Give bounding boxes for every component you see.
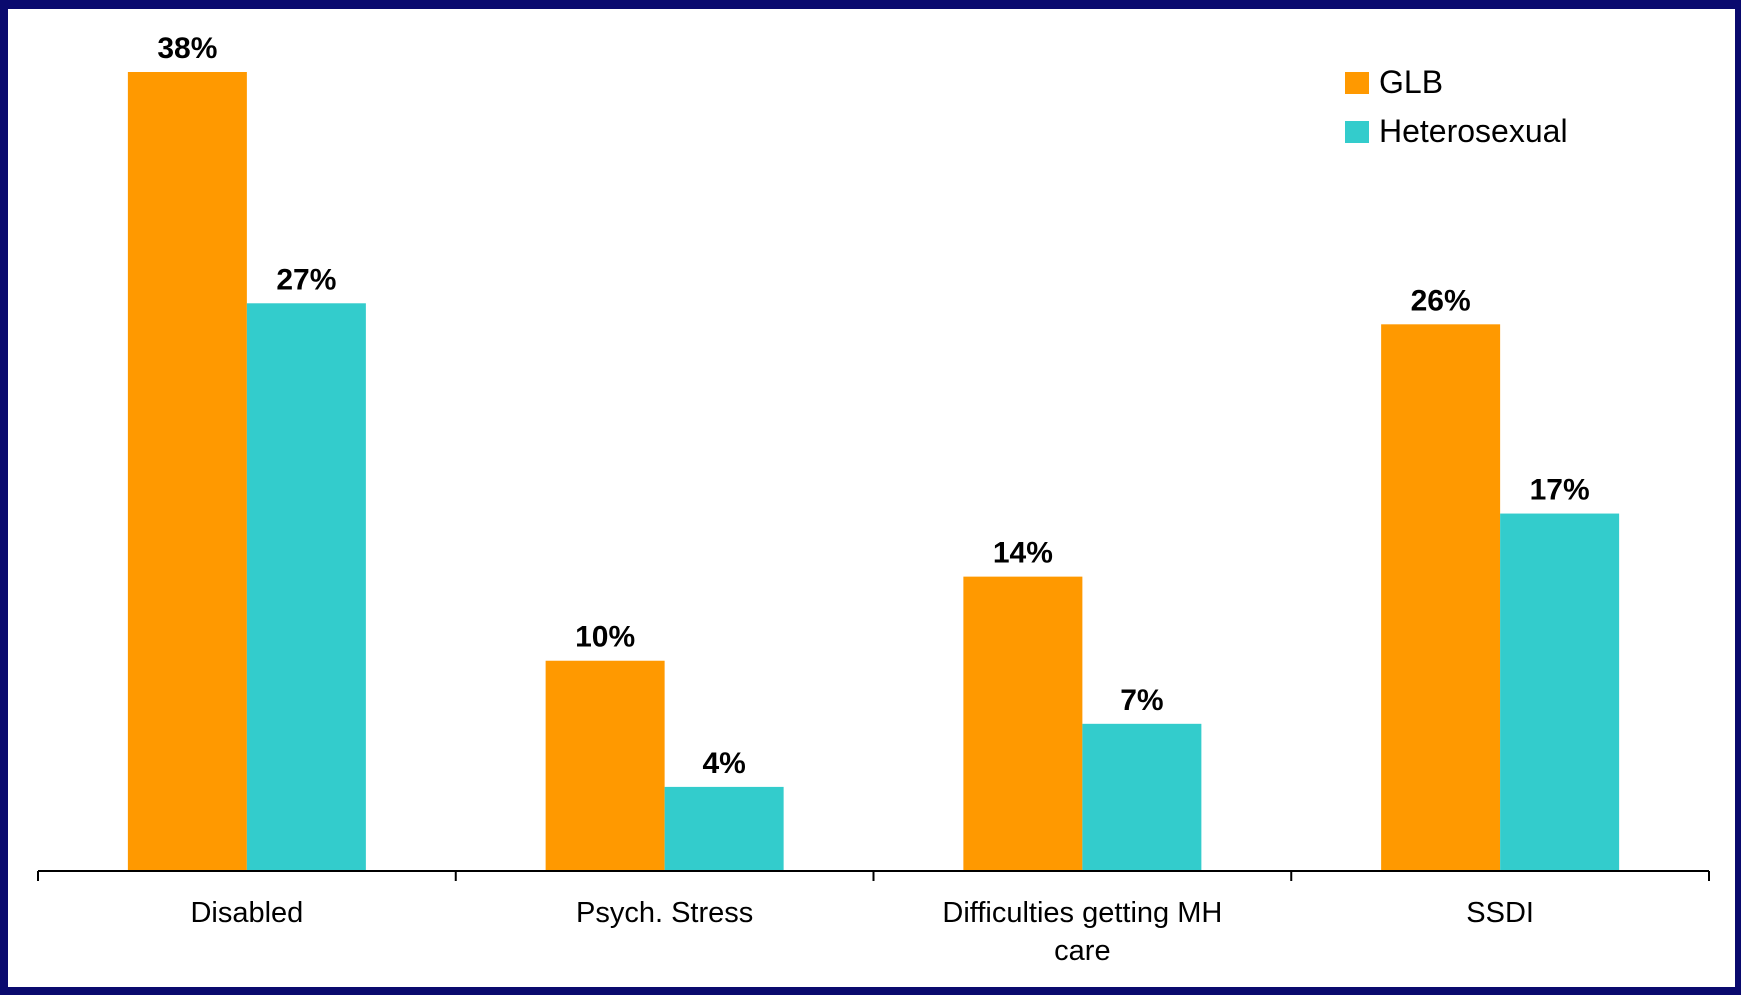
legend-swatch-glb: [1345, 72, 1369, 94]
bar-glb-3: [963, 576, 1083, 871]
bar-chart: 38% 27% 10% 4% 14% 7% 26% 17% Disabled Psych. St…: [37, 32, 1710, 967]
x-tick-label-line: Disabled: [190, 897, 303, 929]
bar-glb-4: [1381, 324, 1501, 871]
bar-heterosexual-3: [1082, 723, 1202, 871]
x-tick-label-line: care: [1054, 935, 1110, 967]
value-label-glb-4: 26%: [1411, 284, 1471, 317]
bar-heterosexual-2: [664, 786, 784, 871]
legend-swatch-heterosexual: [1345, 121, 1369, 143]
x-tick-label-3: Difficulties getting MH care: [942, 897, 1222, 967]
x-axis: [37, 870, 1710, 881]
value-labels-group: 38% 27% 10% 4% 14% 7% 26% 17%: [157, 32, 1589, 780]
x-tick-label-1: Disabled: [190, 897, 303, 929]
x-tick-label-2: Psych. Stress: [576, 897, 753, 929]
chart-frame: 38% 27% 10% 4% 14% 7% 26% 17% Disabled Psych. St…: [8, 9, 1735, 987]
x-tick-label-line: Psych. Stress: [576, 897, 753, 929]
x-tick-label-line: Difficulties getting MH: [942, 897, 1222, 929]
value-label-heterosexual-3: 7%: [1120, 684, 1163, 717]
bars-group: [127, 72, 1620, 872]
x-tick-labels: Disabled Psych. Stress Difficulties gettin…: [190, 897, 1534, 967]
value-label-heterosexual-4: 17%: [1530, 474, 1590, 507]
value-label-heterosexual-2: 4%: [702, 747, 745, 780]
value-label-glb-2: 10%: [575, 621, 635, 654]
value-label-glb-3: 14%: [993, 537, 1053, 570]
legend-label-heterosexual: Heterosexual: [1379, 113, 1568, 149]
value-label-heterosexual-1: 27%: [276, 263, 336, 296]
bar-glb-1: [127, 72, 247, 871]
bar-glb-2: [545, 660, 665, 871]
x-tick-label-line: SSDI: [1466, 897, 1534, 929]
x-tick-label-4: SSDI: [1466, 897, 1534, 929]
bar-heterosexual-1: [246, 303, 366, 872]
legend: GLB Heterosexual: [1345, 64, 1568, 149]
legend-label-glb: GLB: [1379, 64, 1443, 100]
bar-heterosexual-4: [1500, 513, 1620, 871]
value-label-glb-1: 38%: [157, 32, 217, 65]
